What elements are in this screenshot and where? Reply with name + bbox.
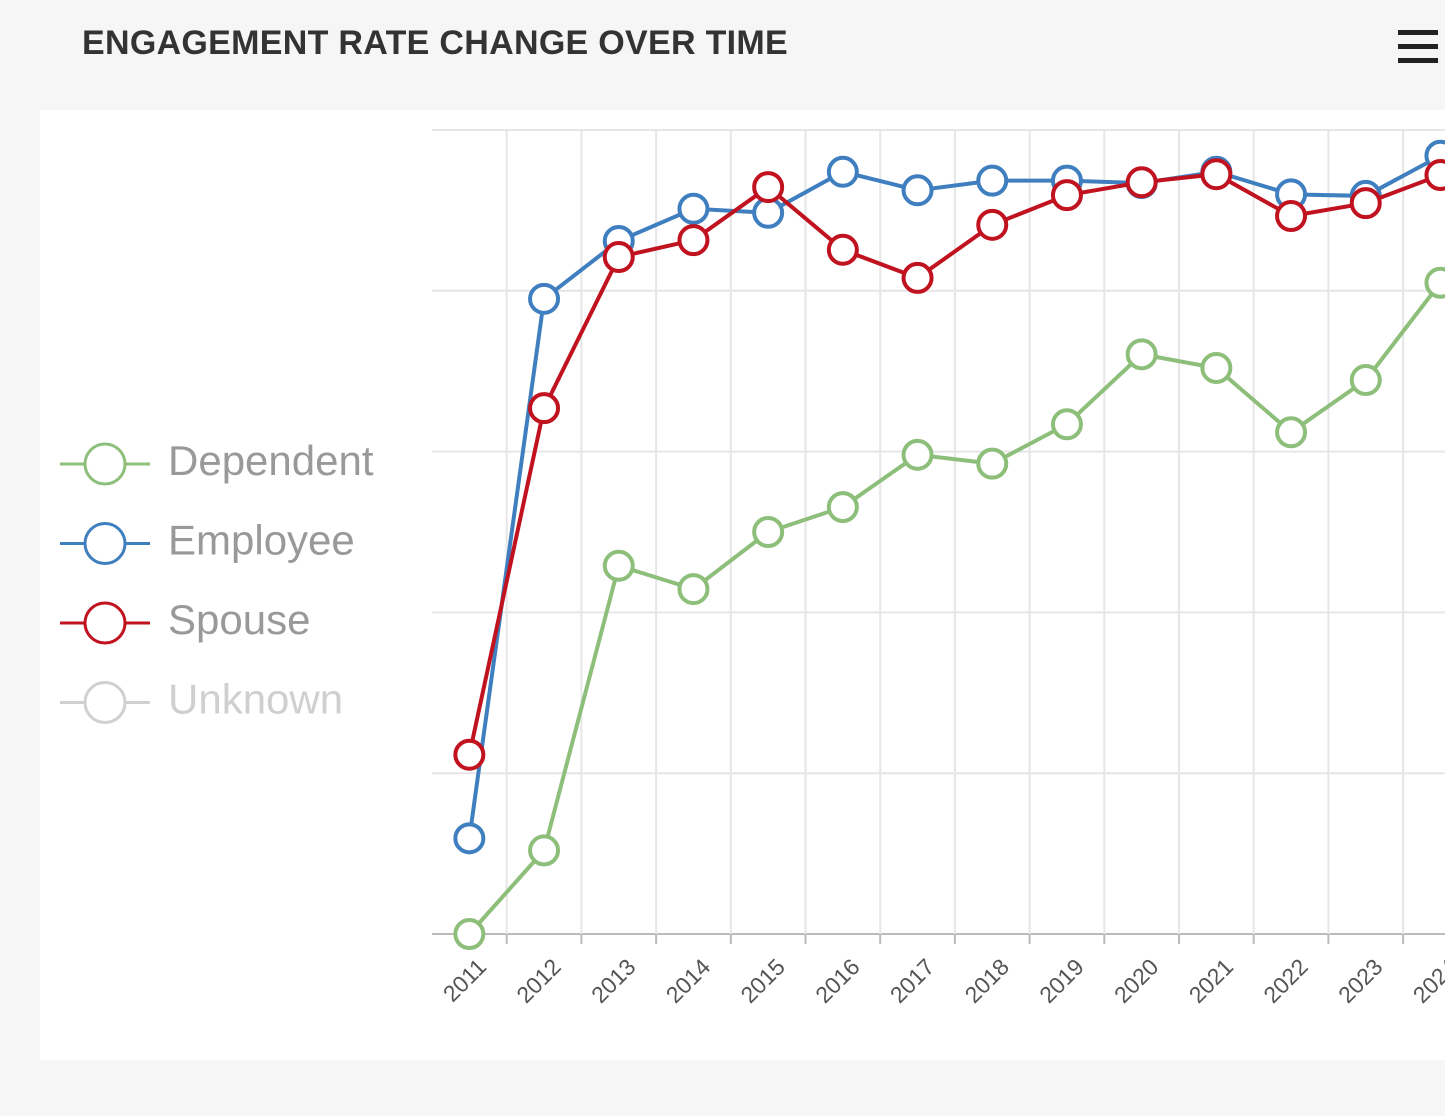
x-tick-label: 2013 <box>586 953 641 1008</box>
data-point <box>901 438 934 471</box>
data-point <box>677 573 710 606</box>
data-point <box>677 224 710 257</box>
legend-marker <box>83 442 127 486</box>
x-tick-label: 2021 <box>1184 953 1239 1008</box>
x-tick-label: 2022 <box>1258 953 1313 1008</box>
data-point <box>1424 159 1445 192</box>
legend-label: Spouse <box>168 596 310 643</box>
data-point <box>976 164 1009 197</box>
data-point <box>1050 179 1083 212</box>
data-point <box>1050 408 1083 441</box>
data-point <box>1125 338 1158 371</box>
legend-item[interactable]: Employee <box>60 517 355 565</box>
legend-item[interactable]: Unknown <box>60 676 343 724</box>
legend-marker <box>83 601 127 645</box>
x-tick-label: 2017 <box>885 953 940 1008</box>
legend-label: Employee <box>168 517 355 564</box>
data-point <box>826 233 859 266</box>
data-point <box>976 447 1009 480</box>
legend-marker <box>83 522 127 565</box>
x-tick-label: 2019 <box>1034 953 1089 1008</box>
data-point <box>752 171 785 204</box>
data-point <box>901 174 934 207</box>
x-tick-label: 2014 <box>661 953 716 1008</box>
x-tick-label: 2012 <box>511 953 566 1008</box>
data-point <box>1200 351 1233 384</box>
data-point <box>528 392 561 425</box>
x-tick-label: 2020 <box>1109 953 1164 1008</box>
x-tick-label: 2023 <box>1333 953 1388 1008</box>
data-point <box>1275 416 1308 449</box>
data-point <box>901 261 934 294</box>
chart-panel <box>40 110 1445 1060</box>
data-point <box>1200 158 1233 191</box>
data-point <box>453 738 486 771</box>
legend-marker <box>83 681 127 724</box>
data-point <box>602 241 635 274</box>
legend-label: Dependent <box>168 437 374 484</box>
data-point <box>1125 166 1158 199</box>
data-point <box>528 834 561 867</box>
data-point <box>752 516 785 548</box>
data-point <box>976 208 1009 241</box>
chart-title: ENGAGEMENT RATE CHANGE OVER TIME <box>82 24 789 62</box>
data-point <box>677 192 710 225</box>
data-point <box>1275 200 1308 233</box>
x-tick-label: 2024 <box>1408 953 1445 1008</box>
data-point <box>1349 364 1382 397</box>
legend-label: Unknown <box>168 676 343 723</box>
menu-button[interactable] <box>1398 30 1438 64</box>
data-point <box>1424 266 1445 299</box>
data-point <box>1349 187 1382 220</box>
data-point <box>453 918 486 950</box>
legend-item[interactable]: Spouse <box>60 596 310 645</box>
x-tick-label: 2018 <box>960 953 1015 1008</box>
x-tick-label: 2016 <box>810 953 865 1008</box>
data-point <box>528 282 561 315</box>
data-point <box>826 491 859 524</box>
legend-item[interactable]: Dependent <box>60 437 374 486</box>
x-tick-label: 2011 <box>438 953 491 1006</box>
data-point <box>602 549 635 582</box>
data-point <box>453 822 486 855</box>
data-point <box>826 155 859 188</box>
x-tick-label: 2015 <box>735 953 790 1008</box>
